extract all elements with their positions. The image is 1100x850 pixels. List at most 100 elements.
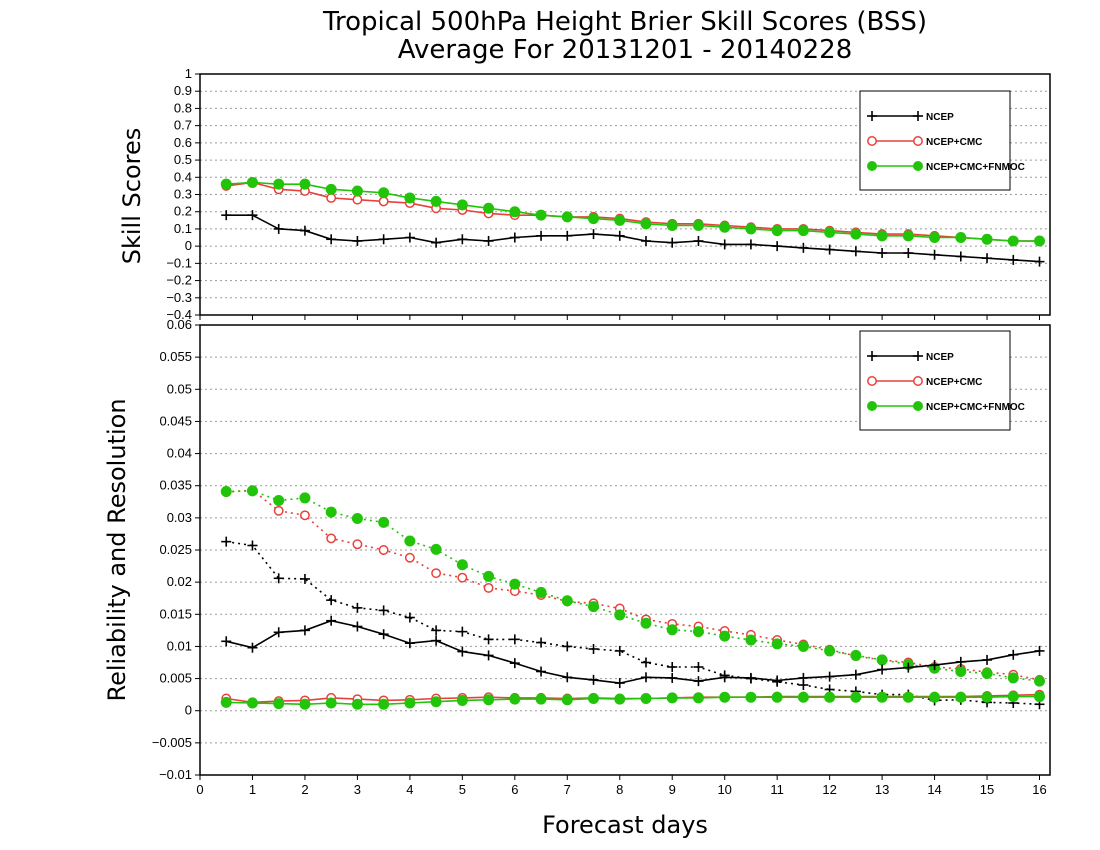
- bottom-data-point-ncep-cmc-fnmoc: [824, 691, 836, 703]
- bottom-data-point-ncep-cmc-fnmoc: [1034, 691, 1046, 703]
- x-tick-label: 15: [980, 782, 994, 797]
- top-data-point-ncep: [929, 249, 940, 260]
- top-data-point-ncep: [378, 234, 389, 245]
- top-data-point-ncep: [431, 237, 442, 248]
- bottom-data-point-ncep: [640, 672, 651, 683]
- bottom-data-point-ncep: [431, 635, 442, 646]
- bottom-data-point-ncep-cmc-fnmoc: [771, 638, 783, 650]
- chart-subtitle: Average For 20131201 - 20140228: [398, 35, 853, 65]
- bottom-data-point-ncep: [221, 536, 232, 547]
- bottom-data-point-ncep-cmc-fnmoc: [483, 570, 495, 582]
- bottom-data-point-ncep: [798, 672, 809, 683]
- bottom-data-point-ncep-cmc-fnmoc: [325, 506, 337, 518]
- x-tick-label: 7: [564, 782, 571, 797]
- top-y-tick-label: 0.7: [174, 118, 192, 133]
- bottom-data-point-ncep-cmc-fnmoc: [273, 495, 285, 506]
- bottom-series-line-ncep-resolution: [226, 540, 1040, 706]
- bottom-data-point-ncep-cmc-fnmoc: [378, 516, 390, 528]
- legend-marker-ncep-cmc-fnmoc: [913, 401, 923, 411]
- top-data-point-ncep-cmc-fnmoc: [378, 187, 390, 199]
- top-data-point-ncep-cmc-fnmoc: [430, 195, 442, 207]
- bottom-data-point-ncep-cmc-fnmoc: [509, 578, 521, 590]
- bottom-data-point-ncep: [955, 656, 966, 667]
- bottom-data-point-ncep-cmc-fnmoc: [220, 486, 232, 497]
- top-data-point-ncep-cmc-fnmoc: [535, 209, 547, 221]
- x-tick-label: 0: [196, 782, 203, 797]
- legend-marker-ncep-cmc: [913, 376, 923, 386]
- bottom-data-point-ncep: [221, 636, 232, 647]
- bottom-y-tick-label: 0.03: [167, 510, 192, 525]
- bottom-y-tick-label: 0.035: [159, 478, 192, 493]
- bottom-data-point-ncep-cmc-fnmoc: [483, 694, 495, 706]
- top-y-tick-label: 0.8: [174, 100, 192, 115]
- top-data-point-ncep-cmc-fnmoc: [273, 178, 285, 190]
- bottom-y-tick-label: 0.05: [167, 381, 192, 396]
- top-data-point-ncep-cmc-fnmoc: [850, 228, 862, 240]
- top-y-tick-label: −0.3: [166, 290, 192, 305]
- bottom-data-point-ncep-cmc: [457, 572, 468, 583]
- bottom-data-point-ncep: [1008, 649, 1019, 660]
- x-tick-label: 12: [822, 782, 836, 797]
- bottom-data-point-ncep: [667, 672, 678, 683]
- bottom-data-point-ncep: [483, 650, 494, 661]
- bottom-data-point-ncep-cmc-fnmoc: [325, 697, 337, 709]
- x-tick-label: 4: [406, 782, 413, 797]
- bottom-data-point-ncep-cmc-fnmoc: [535, 586, 547, 598]
- bottom-data-point-ncep-cmc-fnmoc: [745, 691, 757, 703]
- top-y-tick-label: 0.3: [174, 187, 192, 202]
- top-data-point-ncep-cmc: [352, 194, 363, 205]
- bottom-y-tick-label: 0.045: [159, 413, 192, 428]
- top-data-point-ncep: [483, 235, 494, 246]
- top-data-point-ncep-cmc-fnmoc: [1007, 235, 1019, 247]
- bottom-data-point-ncep: [772, 675, 783, 686]
- bottom-data-point-ncep-cmc-fnmoc: [561, 694, 573, 706]
- top-data-point-ncep-cmc: [378, 196, 389, 207]
- bottom-data-point-ncep-cmc-fnmoc: [1034, 675, 1046, 687]
- bottom-data-point-ncep-cmc: [299, 510, 310, 521]
- bottom-data-point-ncep: [299, 625, 310, 636]
- top-data-point-ncep: [247, 210, 258, 221]
- top-plot-frame: [199, 73, 1051, 316]
- bottom-series-line-ncep-cmc-resolution: [226, 489, 1040, 681]
- bottom-data-point-ncep: [273, 627, 284, 638]
- bottom-data-point-ncep: [667, 662, 678, 672]
- top-data-point-ncep: [982, 253, 993, 264]
- bottom-data-point-ncep-cmc-fnmoc: [692, 626, 704, 638]
- bottom-data-point-ncep: [719, 672, 730, 683]
- bottom-data-point-ncep-cmc-fnmoc: [981, 691, 993, 703]
- x-tick-label: 16: [1032, 782, 1046, 797]
- top-data-point-ncep-cmc-fnmoc: [876, 230, 888, 242]
- bottom-data-point-ncep-cmc-fnmoc: [719, 630, 731, 642]
- top-data-point-ncep-cmc-fnmoc: [981, 233, 993, 245]
- top-data-point-ncep-cmc-fnmoc: [246, 176, 258, 188]
- bottom-data-point-ncep-cmc-fnmoc: [902, 691, 914, 703]
- top-data-point-ncep: [798, 242, 809, 253]
- bottom-y-tick-label: 0.005: [159, 671, 192, 686]
- bottom-data-point-ncep-cmc-fnmoc: [666, 692, 678, 704]
- top-data-point-ncep-cmc-fnmoc: [745, 223, 757, 235]
- top-data-point-ncep: [955, 251, 966, 262]
- bottom-data-point-ncep: [404, 612, 415, 623]
- bottom-data-point-ncep: [352, 602, 363, 613]
- top-data-point-ncep-cmc-fnmoc: [1034, 235, 1046, 247]
- bottom-data-point-ncep: [378, 629, 389, 640]
- bottom-y-tick-label: −0.01: [159, 767, 192, 782]
- x-tick-label: 9: [669, 782, 676, 797]
- bottom-data-point-ncep: [614, 678, 625, 689]
- bottom-data-point-ncep: [326, 615, 337, 626]
- y-axis-label-skill: Skill Scores: [118, 128, 146, 265]
- bottom-data-point-ncep-cmc-fnmoc: [876, 691, 888, 703]
- top-y-tick-label: 0.6: [174, 135, 192, 150]
- bottom-data-point-ncep: [614, 645, 625, 656]
- bottom-data-point-ncep: [903, 662, 914, 673]
- bottom-data-point-ncep: [509, 658, 520, 669]
- bottom-data-point-ncep-cmc-fnmoc: [430, 696, 442, 708]
- bottom-y-tick-label: 0.02: [167, 574, 192, 589]
- top-series-line-ncep-cmc-fnmoc: [226, 181, 1040, 242]
- bottom-data-point-ncep: [877, 664, 888, 675]
- x-axis-label: Forecast days: [542, 811, 708, 839]
- x-tick-label: 10: [717, 782, 731, 797]
- top-data-point-ncep: [693, 235, 704, 246]
- top-data-point-ncep-cmc-fnmoc: [797, 225, 809, 237]
- top-y-tick-label: −0.1: [166, 255, 192, 270]
